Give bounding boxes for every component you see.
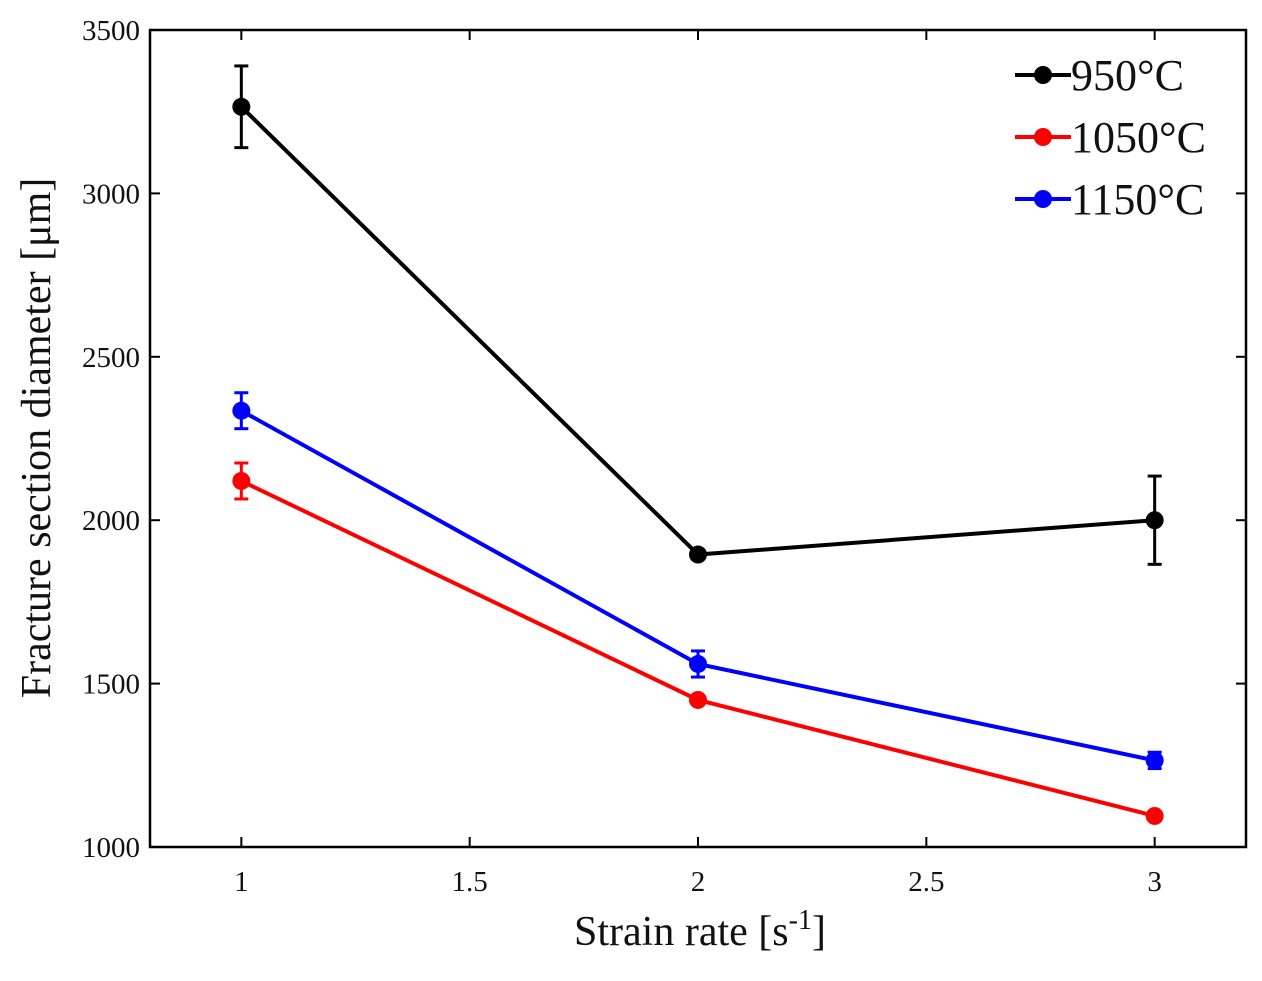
legend-label: 950°C [1071, 51, 1184, 100]
legend-item: 1050°C [1015, 113, 1206, 162]
legend-marker [1034, 128, 1052, 146]
y-tick-label: 3000 [82, 178, 140, 210]
legend-marker [1034, 66, 1052, 84]
x-axis-title-close: ] [812, 909, 826, 955]
y-tick-label: 2500 [82, 342, 140, 374]
legend-marker [1034, 190, 1052, 208]
data-point [1145, 751, 1164, 770]
legend-label: 1050°C [1071, 113, 1206, 162]
data-point [232, 97, 251, 116]
x-axis-title-main: Strain rate [s [574, 909, 789, 955]
legend-item: 950°C [1015, 51, 1184, 100]
data-series [232, 64, 1164, 825]
x-tick-label: 1.5 [452, 866, 488, 898]
y-tick-label: 3500 [82, 15, 140, 47]
legend: 950°C 1050°C 1150°C [1015, 51, 1206, 224]
legend-item: 1150°C [1015, 175, 1204, 224]
data-point [232, 471, 251, 490]
data-point [1145, 806, 1164, 825]
series-0 [232, 64, 1164, 566]
y-tick-label: 2000 [82, 505, 140, 537]
x-tick-label: 2.5 [908, 866, 944, 898]
data-point [232, 401, 251, 420]
data-point [689, 690, 707, 709]
x-axis-title-superscript: -1 [789, 905, 812, 936]
y-tick-label: 1000 [82, 832, 140, 864]
x-tick-label: 2 [691, 866, 706, 898]
y-axis-title: Fracture section diameter [μm] [14, 178, 60, 698]
y-tick-label: 1500 [82, 669, 140, 701]
x-tick-label: 1 [234, 866, 249, 898]
series-1 [232, 461, 1164, 825]
data-point [689, 654, 707, 673]
x-tick-label: 3 [1147, 866, 1162, 898]
data-point [1145, 511, 1164, 530]
series-2 [232, 391, 1164, 771]
x-axis-title: Strain rate [s-1] [574, 905, 826, 955]
data-point [689, 545, 707, 564]
legend-label: 1150°C [1071, 175, 1204, 224]
axis-ticks: 1 1.5 2 2.5 3 1000 1500 2000 2500 3000 3500 [82, 15, 1246, 898]
